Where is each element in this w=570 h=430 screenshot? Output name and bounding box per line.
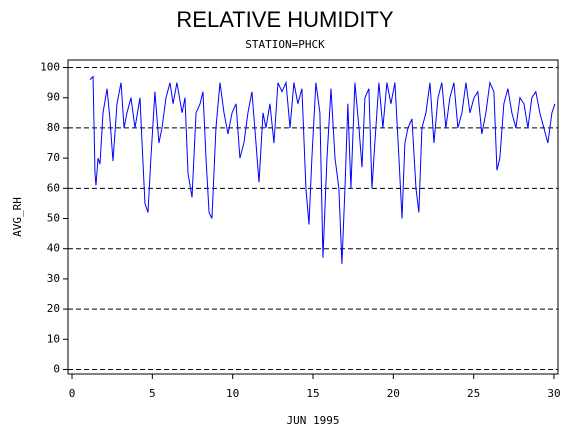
x-tick-label: 0 bbox=[69, 387, 76, 400]
chart-subtitle: STATION=PHCK bbox=[245, 38, 325, 51]
y-tick-label: 90 bbox=[47, 91, 60, 104]
x-tick-label: 10 bbox=[226, 387, 239, 400]
y-tick-label: 100 bbox=[40, 61, 60, 74]
y-axis-label: AVG_RH bbox=[11, 197, 24, 237]
y-tick-label: 10 bbox=[47, 332, 60, 345]
chart-title: RELATIVE HUMIDITY bbox=[176, 7, 394, 32]
y-tick-label: 80 bbox=[47, 121, 60, 134]
data-line bbox=[89, 75, 556, 264]
x-axis-label: JUN 1995 bbox=[287, 414, 340, 427]
x-tick-label: 20 bbox=[387, 387, 400, 400]
y-tick-label: 30 bbox=[47, 272, 60, 285]
x-tick-label: 25 bbox=[467, 387, 480, 400]
plot-frame bbox=[67, 59, 559, 375]
y-tick-label: 60 bbox=[47, 181, 60, 194]
y-tick-label: 70 bbox=[47, 151, 60, 164]
x-tick-label: 5 bbox=[149, 387, 156, 400]
y-tick-label: 0 bbox=[53, 362, 60, 375]
y-tick-label: 50 bbox=[47, 212, 60, 225]
y-tick-label: 20 bbox=[47, 302, 60, 315]
x-tick-label: 15 bbox=[306, 387, 319, 400]
y-tick-label: 40 bbox=[47, 242, 60, 255]
x-tick-label: 30 bbox=[547, 387, 560, 400]
